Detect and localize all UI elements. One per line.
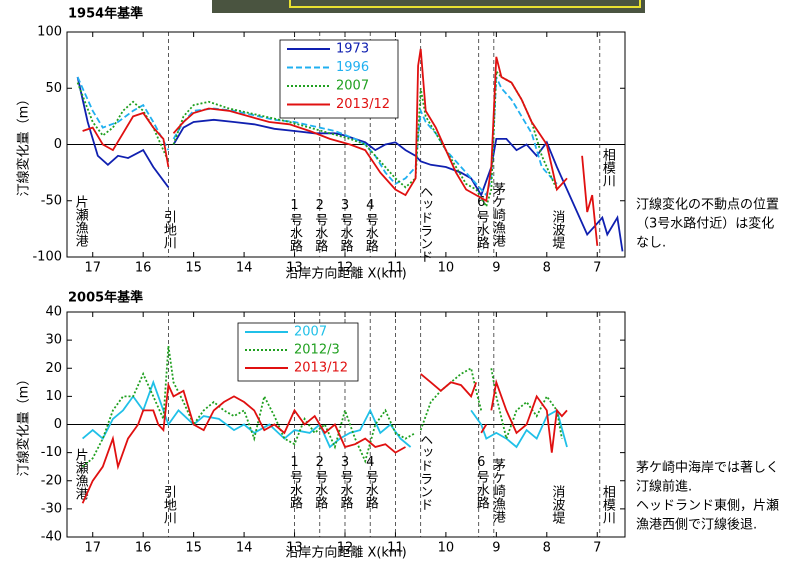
annotation: 片瀬漁港 (73, 448, 89, 500)
x-tick-label: 16 (135, 261, 152, 276)
series-line (81, 373, 568, 504)
y-tick-label: 40 (45, 305, 62, 320)
series-line (76, 69, 558, 209)
note: 漁港西側で汀線後退. (636, 517, 757, 533)
x-tick-label: 8 (543, 541, 551, 556)
note: 茅ケ崎中海岸では著しく (636, 461, 779, 476)
annotation: 引地川 (161, 485, 177, 524)
y-tick-label: -50 (41, 193, 62, 208)
x-tick-label: 13 (286, 541, 303, 556)
x-tick-label: 9 (492, 541, 500, 556)
note: （3号水路付近）は変化 (636, 216, 774, 232)
x-tick-label: 11 (387, 261, 404, 276)
legend-label: 1996 (336, 60, 369, 75)
x-tick-label: 13 (286, 261, 303, 276)
note: 汀線変化の不動点の位置 (636, 197, 779, 213)
series-line (76, 76, 558, 197)
annotation: 消波堤 (549, 485, 565, 525)
x-tick-label: 10 (438, 541, 455, 556)
y-axis-label: 汀線変化量（m） (16, 373, 32, 477)
x-tick-label: 12 (337, 261, 354, 276)
annotation: 茅ケ崎漁港 (490, 458, 506, 523)
annotation: 6号水路 (474, 195, 490, 249)
series-line (76, 76, 624, 252)
annotation: 1号水路 (287, 455, 303, 509)
legend-label: 2013/12 (336, 97, 390, 112)
y-tick-label: 0 (54, 417, 62, 432)
x-tick-label: 16 (135, 541, 152, 556)
annotation: 3号水路 (337, 198, 353, 252)
y-tick-label: -100 (32, 250, 62, 265)
y-tick-label: -30 (41, 501, 62, 516)
legend-label: 2012/3 (294, 343, 340, 358)
chart-title: 1954年基準 (68, 6, 143, 22)
legend-label: 1973 (336, 42, 369, 57)
annotation: 茅ケ崎漁港 (490, 182, 506, 247)
x-tick-label: 14 (236, 261, 253, 276)
annotation: 6号水路 (474, 455, 490, 509)
annotation: 相模川 (600, 485, 616, 524)
note: ヘッドランド東側，片瀬 (636, 498, 779, 514)
x-tick-label: 7 (593, 261, 601, 276)
annotation: 2号水路 (312, 455, 328, 509)
note: なし. (636, 236, 666, 251)
plot-frame (66, 31, 626, 258)
annotation: ヘッドランド (417, 433, 433, 511)
annotation: 2号水路 (312, 198, 328, 252)
x-axis-label: 沿岸方向距離 X(km) (285, 266, 406, 282)
x-axis-label: 沿岸方向距離 X(km) (285, 545, 406, 561)
annotation: 4号水路 (363, 198, 379, 252)
x-tick-label: 10 (438, 261, 455, 276)
annotation: 3号水路 (337, 455, 353, 509)
y-tick-label: 20 (45, 361, 62, 376)
annotation: 引地川 (161, 210, 177, 249)
x-tick-label: 15 (185, 261, 202, 276)
y-tick-label: 10 (45, 389, 62, 404)
annotation: 1号水路 (287, 198, 303, 252)
legend-label: 2007 (294, 325, 327, 340)
x-tick-label: 7 (593, 541, 601, 556)
x-tick-label: 12 (337, 541, 354, 556)
annotation: 4号水路 (363, 455, 379, 509)
annotation: 片瀬漁港 (73, 195, 89, 247)
y-tick-label: 0 (54, 137, 62, 152)
legend-label: 2013/12 (294, 361, 348, 376)
x-tick-label: 9 (492, 261, 500, 276)
x-tick-label: 15 (185, 541, 202, 556)
annotation: 消波堤 (549, 210, 565, 250)
y-tick-label: 30 (45, 333, 62, 348)
y-tick-label: 50 (45, 81, 62, 96)
y-axis-label: 汀線変化量（m） (16, 93, 32, 197)
x-tick-label: 8 (543, 261, 551, 276)
photo-outline (289, 0, 641, 8)
x-tick-label: 11 (387, 541, 404, 556)
y-tick-label: 100 (37, 25, 62, 40)
chart-title: 2005年基準 (68, 290, 143, 306)
y-tick-label: -20 (41, 473, 62, 488)
y-tick-label: -10 (41, 445, 62, 460)
series-line (82, 48, 599, 246)
annotation: 相模川 (600, 148, 616, 187)
y-tick-label: -40 (41, 530, 62, 545)
x-tick-label: 17 (84, 261, 101, 276)
note: 汀線前進. (636, 479, 692, 495)
plot-frame (66, 311, 626, 538)
legend-label: 2007 (336, 79, 369, 94)
annotation: ヘッドランド (417, 185, 433, 263)
x-tick-label: 17 (84, 541, 101, 556)
x-tick-label: 14 (236, 541, 253, 556)
